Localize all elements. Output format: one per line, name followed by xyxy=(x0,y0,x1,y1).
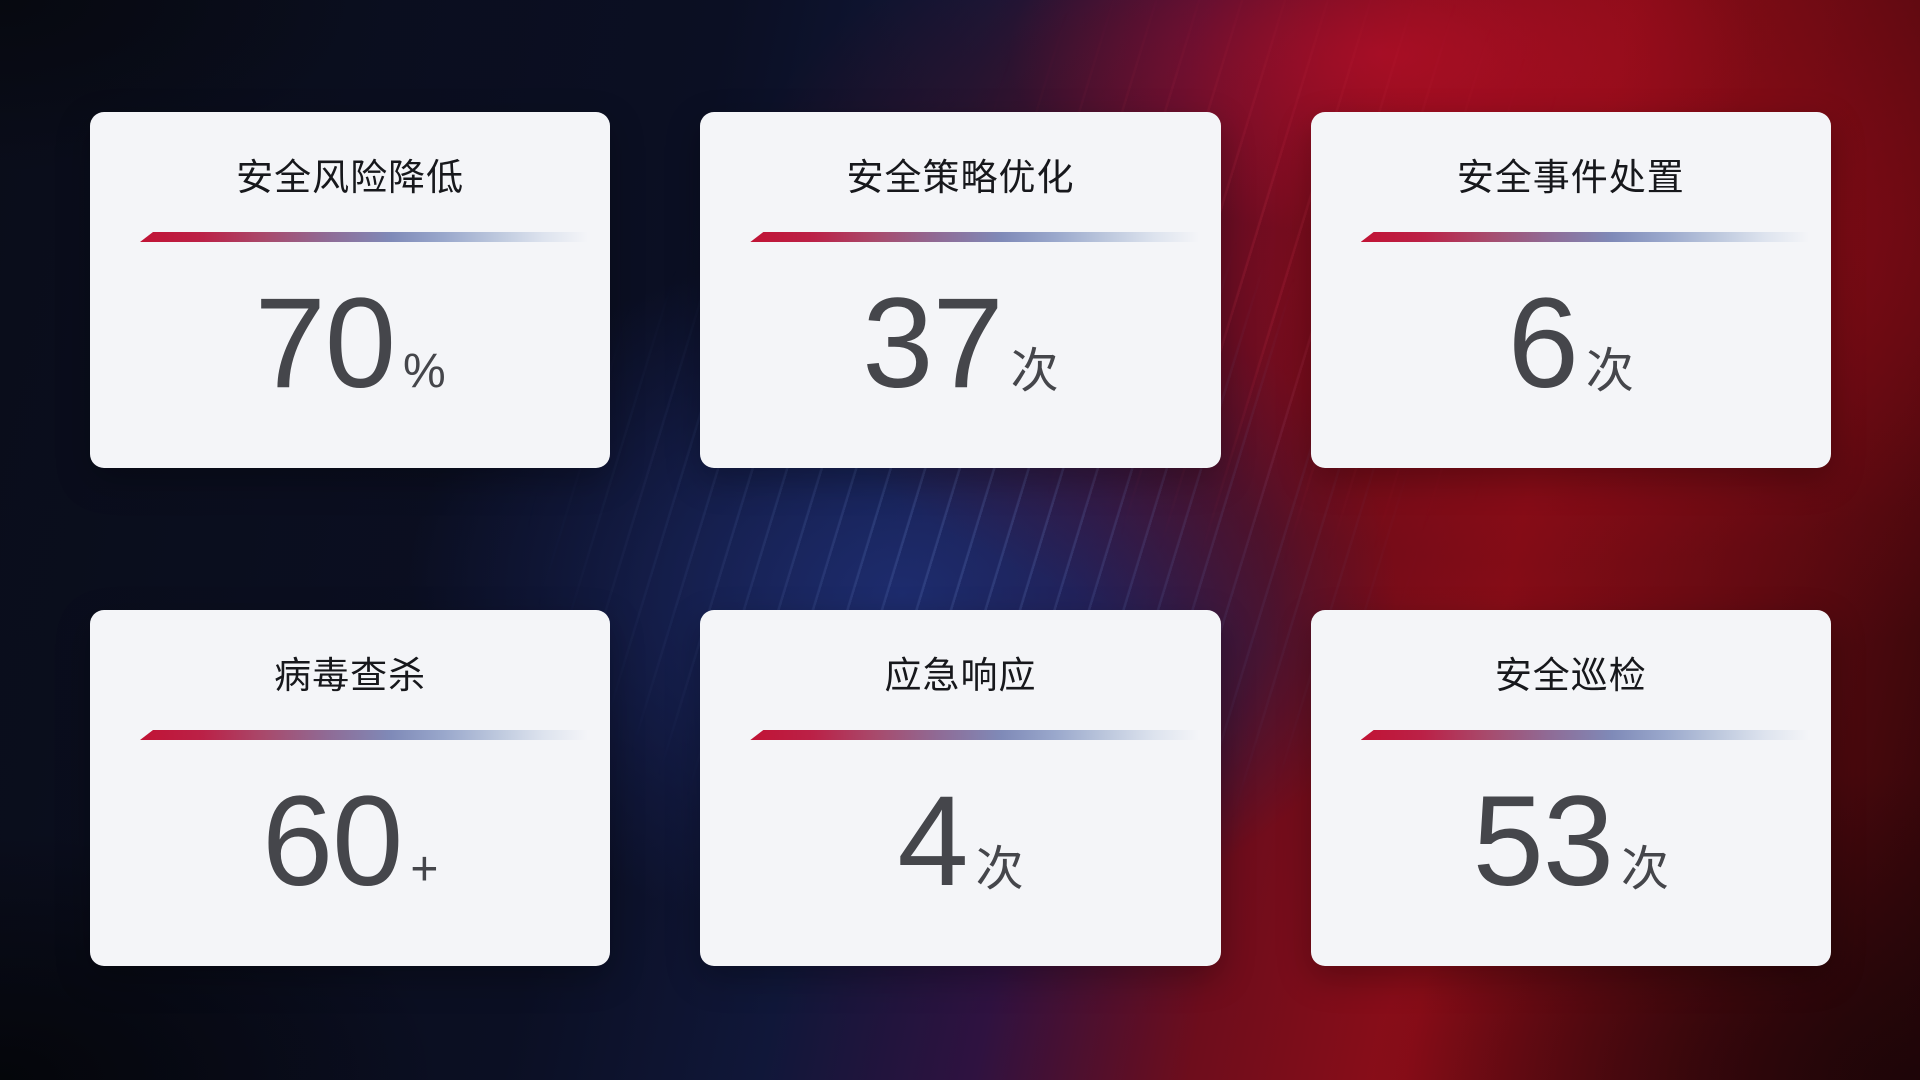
stat-value: 4 次 xyxy=(700,766,1220,917)
stat-number: 6 xyxy=(1507,272,1579,415)
stat-card: 安全策略优化 37 次 xyxy=(700,112,1221,468)
stat-value: 70 % xyxy=(90,268,610,419)
stat-card-title: 安全事件处置 xyxy=(1456,157,1685,198)
stat-card: 应急响应 4 次 xyxy=(700,610,1221,966)
accent-gradient-line xyxy=(750,730,1199,740)
stat-number: 37 xyxy=(862,272,1003,415)
stat-unit: 次 xyxy=(1010,345,1059,398)
stat-unit: 次 xyxy=(975,843,1024,896)
stat-card-title: 安全风险降低 xyxy=(236,157,465,198)
stat-value: 53 次 xyxy=(1311,766,1831,917)
accent-gradient-line xyxy=(1360,730,1809,740)
stat-number: 70 xyxy=(254,272,396,415)
stat-value: 37 次 xyxy=(700,268,1220,419)
stat-unit: + xyxy=(410,843,439,896)
stat-card: 安全事件处置 6 次 xyxy=(1310,112,1831,468)
stat-card-title: 病毒查杀 xyxy=(274,655,427,696)
stat-number: 53 xyxy=(1472,770,1614,913)
stat-card-title: 应急响应 xyxy=(884,655,1037,696)
stat-card: 安全巡检 53 次 xyxy=(1310,610,1831,966)
stat-unit: % xyxy=(403,345,446,398)
stat-card-title: 安全巡检 xyxy=(1494,655,1647,696)
stat-value: 60 + xyxy=(90,766,610,917)
stat-value: 6 次 xyxy=(1311,268,1831,419)
stat-unit: 次 xyxy=(1585,345,1634,398)
accent-gradient-line xyxy=(1360,232,1809,242)
accent-gradient-line xyxy=(140,232,589,242)
stat-number: 60 xyxy=(261,770,403,913)
stat-card: 病毒查杀 60 + xyxy=(90,610,611,966)
stat-card: 安全风险降低 70 % xyxy=(90,112,611,468)
accent-gradient-line xyxy=(750,232,1199,242)
stat-card-title: 安全策略优化 xyxy=(846,157,1075,198)
accent-gradient-line xyxy=(140,730,589,740)
stat-number: 4 xyxy=(897,770,968,913)
stat-unit: 次 xyxy=(1621,843,1670,896)
